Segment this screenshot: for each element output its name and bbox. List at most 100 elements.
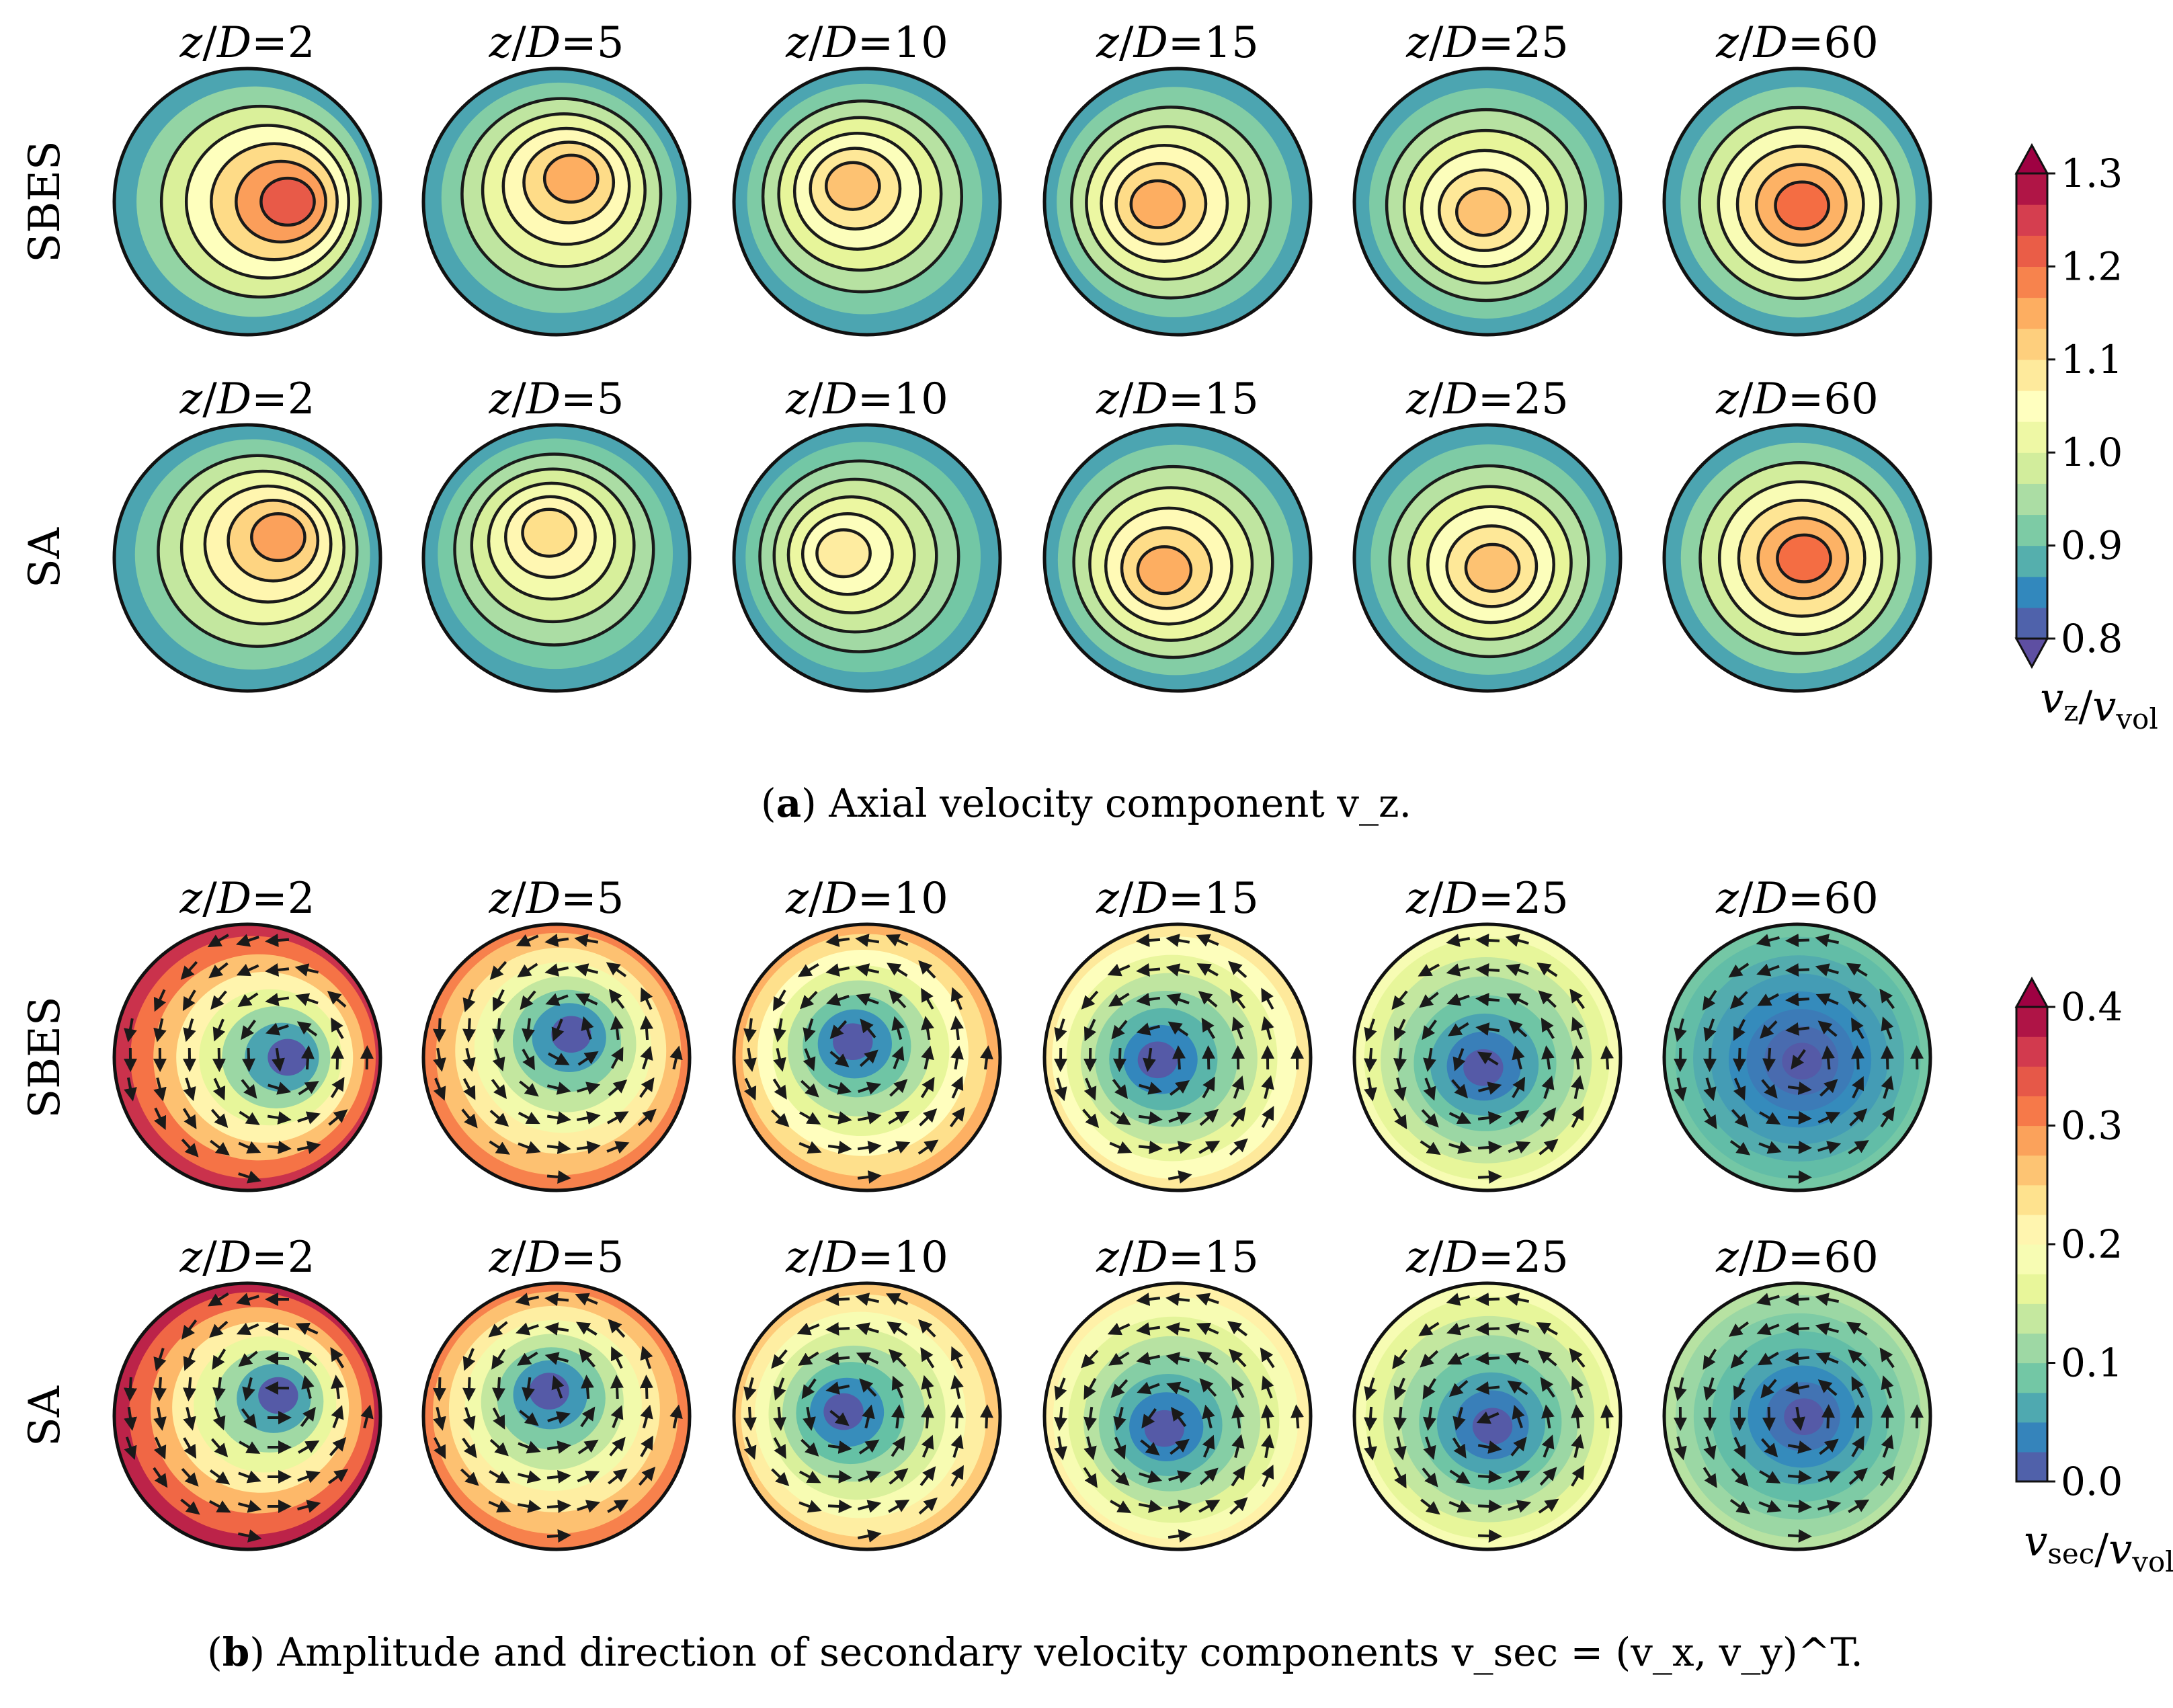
contour-band xyxy=(1775,181,1829,229)
velocity-arrow xyxy=(331,1375,344,1399)
contour-line xyxy=(1698,106,1900,300)
velocity-arrow xyxy=(1541,1404,1555,1429)
velocity-arrow xyxy=(330,1347,345,1369)
velocity-arrow xyxy=(1261,1375,1274,1399)
velocity-arrow xyxy=(577,1470,600,1483)
colorbar-swatch xyxy=(2016,266,2047,298)
contour-line xyxy=(1129,179,1186,229)
velocity-arrow xyxy=(238,1350,258,1367)
pipe-wall xyxy=(112,922,382,1192)
pipe-wall xyxy=(732,1281,1002,1551)
velocity-arrow xyxy=(331,1405,344,1428)
velocity-arrow xyxy=(857,1529,882,1543)
velocity-arrow xyxy=(433,1436,446,1459)
column-title: z/D=2 xyxy=(179,1233,315,1283)
velocity-arrow xyxy=(1167,1500,1192,1513)
contour-line xyxy=(1402,128,1568,285)
velocity-arrow xyxy=(640,1375,653,1399)
velocity-arrow xyxy=(1422,1467,1438,1488)
pipe-wall xyxy=(1042,67,1313,337)
velocity-arrow xyxy=(212,1348,227,1370)
velocity-arrow xyxy=(1756,1293,1780,1306)
velocity-arrow xyxy=(921,1375,934,1399)
panel-b-1-3 xyxy=(1042,1281,1313,1551)
velocity-arrow xyxy=(1136,1022,1160,1036)
velocity-arrow xyxy=(1846,963,1868,977)
velocity-arrow xyxy=(773,989,786,1012)
contour-line xyxy=(453,452,655,647)
column-title: z/D=25 xyxy=(1405,1233,1569,1283)
velocity-arrow xyxy=(891,1436,905,1457)
contour-band xyxy=(826,162,880,210)
velocity-arrow xyxy=(607,1111,629,1125)
velocity-arrow xyxy=(1108,1351,1130,1366)
velocity-arrow xyxy=(1392,1348,1408,1370)
velocity-arrow xyxy=(1569,988,1585,1010)
velocity-arrow xyxy=(1083,1436,1097,1461)
velocity-arrow xyxy=(520,990,536,1010)
velocity-arrow xyxy=(1477,1111,1502,1125)
velocity-arrow xyxy=(491,1348,506,1370)
velocity-arrow xyxy=(773,1377,786,1401)
velocity-arrow xyxy=(859,1049,878,1067)
velocity-arrow xyxy=(1229,1348,1247,1367)
velocity-arrow xyxy=(360,1045,374,1070)
velocity-arrow xyxy=(1785,934,1810,947)
velocity-arrow xyxy=(546,1529,571,1543)
velocity-arrow xyxy=(519,1080,539,1097)
velocity-arrow xyxy=(1848,1467,1868,1486)
velocity-arrow xyxy=(1757,993,1780,1006)
colorbar-swatch xyxy=(2016,421,2047,453)
velocity-arrow xyxy=(800,1080,819,1098)
column-title: z/D=5 xyxy=(489,874,624,924)
velocity-arrow xyxy=(1231,1016,1245,1040)
contour-line xyxy=(1407,485,1573,641)
velocity-arrow xyxy=(1787,1082,1812,1095)
velocity-arrow xyxy=(330,1077,345,1098)
velocity-arrow xyxy=(1851,1435,1864,1457)
pipe-wall xyxy=(1662,922,1932,1192)
velocity-arrow xyxy=(1446,934,1471,947)
velocity-arrow xyxy=(489,961,507,980)
velocity-arrow xyxy=(1505,1322,1529,1336)
contour-line xyxy=(1426,505,1556,624)
velocity-arrow xyxy=(950,1075,964,1099)
velocity-arrow xyxy=(1477,1051,1499,1066)
velocity-arrow xyxy=(1054,1406,1067,1431)
pipe-wall xyxy=(1042,423,1313,693)
velocity-arrow xyxy=(1364,1018,1377,1042)
velocity-arrow xyxy=(827,1500,852,1513)
velocity-arrow xyxy=(1477,1529,1502,1543)
column-title: z/D=2 xyxy=(179,18,315,68)
contour-line xyxy=(470,467,636,624)
velocity-arrow xyxy=(124,1077,137,1102)
velocity-arrow xyxy=(1141,1408,1157,1429)
velocity-arrow xyxy=(798,1500,822,1513)
velocity-arrow xyxy=(1540,1377,1555,1398)
velocity-arrow xyxy=(1508,1110,1530,1125)
velocity-arrow xyxy=(238,1500,262,1513)
velocity-arrow xyxy=(522,1049,535,1071)
column-title: z/D=2 xyxy=(179,874,315,924)
velocity-arrow xyxy=(1787,1170,1812,1184)
velocity-arrow xyxy=(576,1111,601,1125)
velocity-arrow xyxy=(855,1293,880,1306)
velocity-arrow xyxy=(887,1141,911,1154)
velocity-arrow xyxy=(1881,1375,1894,1399)
velocity-arrow xyxy=(492,1018,505,1043)
velocity-arrow xyxy=(773,1018,786,1043)
velocity-arrow xyxy=(1421,1108,1439,1128)
velocity-arrow xyxy=(208,1500,231,1513)
velocity-arrow xyxy=(610,1405,624,1428)
velocity-arrow xyxy=(153,1107,167,1131)
velocity-arrow xyxy=(1231,1404,1245,1429)
contour-line xyxy=(801,512,894,596)
velocity-arrow xyxy=(1199,1467,1219,1486)
velocity-arrow xyxy=(212,1018,226,1042)
contour-line xyxy=(522,140,616,225)
pipe-wall xyxy=(1662,423,1932,693)
velocity-arrow xyxy=(212,1047,226,1072)
velocity-arrow xyxy=(1167,1529,1192,1543)
velocity-arrow xyxy=(1111,1020,1128,1040)
velocity-arrow xyxy=(857,1141,882,1154)
